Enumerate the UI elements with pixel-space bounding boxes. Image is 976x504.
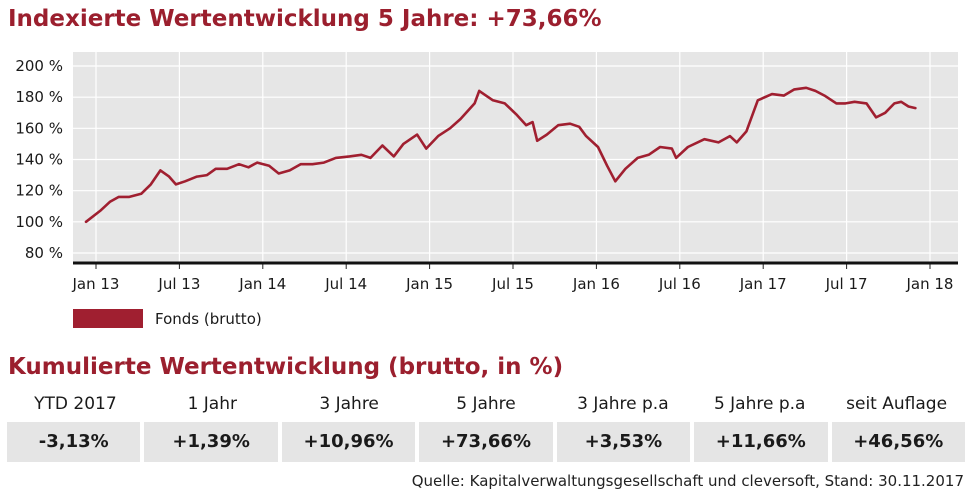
x-tick-label: Jul 14 <box>324 275 367 293</box>
x-tick-label: Jan 17 <box>739 275 787 293</box>
performance-header: 1 Jahr <box>187 394 237 414</box>
series-line <box>84 86 917 224</box>
line-chart: 80 % 100 % 120 % 140 % 160 % 180 % 200 % Jan 13… <box>15 52 958 293</box>
performance-value: +11,66% <box>694 422 828 462</box>
x-tick-label: Jul 13 <box>157 275 200 293</box>
x-tick-label: Jan 16 <box>572 275 620 293</box>
plot-area <box>73 52 958 263</box>
performance-header: 3 Jahre <box>319 394 379 414</box>
y-tick-label: 80 % <box>25 244 63 262</box>
y-tick-label: 180 % <box>15 88 63 106</box>
performance-header: YTD 2017 <box>34 394 117 414</box>
performance-value: +10,96% <box>281 422 416 462</box>
performance-header: 3 Jahre p.a <box>577 394 669 414</box>
x-tick-label: Jul 17 <box>825 275 868 293</box>
y-tick-label: 160 % <box>15 119 63 137</box>
legend-label: Fonds (brutto) <box>155 309 262 328</box>
source-note: Quelle: Kapitalverwaltungsgesellschaft u… <box>411 472 964 490</box>
x-tick-label: Jan 18 <box>906 275 954 293</box>
performance-header: seit Auflage <box>846 394 948 414</box>
x-tick-label: Jan 15 <box>405 275 453 293</box>
performance-header: 5 Jahre <box>456 394 516 414</box>
performance-value: +1,39% <box>144 422 278 462</box>
chart-title: Indexierte Wertentwicklung 5 Jahre: +73,… <box>8 6 602 32</box>
performance-value: -3,13% <box>7 422 141 462</box>
x-tick-label: Jul 15 <box>491 275 534 293</box>
legend-swatch <box>73 309 143 328</box>
performance-value: +46,56% <box>831 422 965 462</box>
x-tick-label: Jan 13 <box>72 275 120 293</box>
performance-value-row: -3,13% +1,39% +10,96% +73,66% +3,53% +11… <box>7 422 965 462</box>
y-tick-label: 200 % <box>15 57 63 75</box>
y-tick-label: 140 % <box>15 151 63 169</box>
legend: Fonds (brutto) <box>73 309 262 328</box>
performance-value: +3,53% <box>556 422 691 462</box>
performance-header: 5 Jahre p.a <box>713 394 806 414</box>
performance-table: YTD 2017 1 Jahr 3 Jahre 5 Jahre 3 Jahre … <box>7 390 965 462</box>
performance-value: +73,66% <box>419 422 553 462</box>
y-tick-label: 120 % <box>15 182 63 200</box>
x-tick-label: Jan 14 <box>238 275 286 293</box>
x-tick-label: Jul 16 <box>658 275 701 293</box>
performance-header-row: YTD 2017 1 Jahr 3 Jahre 5 Jahre 3 Jahre … <box>7 390 965 418</box>
performance-title: Kumulierte Wertentwicklung (brutto, in %… <box>8 354 564 380</box>
y-tick-label: 100 % <box>15 213 63 231</box>
